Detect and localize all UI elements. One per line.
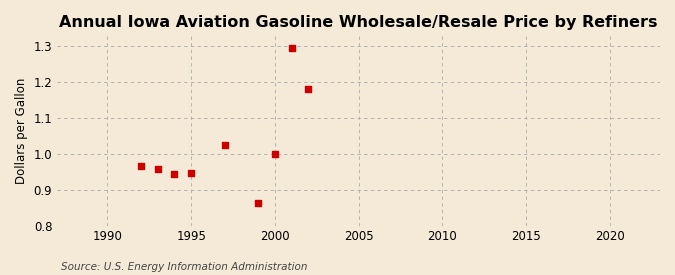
Title: Annual Iowa Aviation Gasoline Wholesale/Resale Price by Refiners: Annual Iowa Aviation Gasoline Wholesale/… xyxy=(59,15,658,30)
Point xyxy=(169,172,180,177)
Point xyxy=(153,167,163,172)
Point xyxy=(219,143,230,147)
Text: Source: U.S. Energy Information Administration: Source: U.S. Energy Information Administ… xyxy=(61,262,307,272)
Point xyxy=(303,87,314,91)
Point xyxy=(269,152,280,156)
Point xyxy=(252,201,263,205)
Point xyxy=(136,163,146,168)
Point xyxy=(186,171,196,175)
Y-axis label: Dollars per Gallon: Dollars per Gallon xyxy=(15,77,28,184)
Point xyxy=(286,46,297,50)
